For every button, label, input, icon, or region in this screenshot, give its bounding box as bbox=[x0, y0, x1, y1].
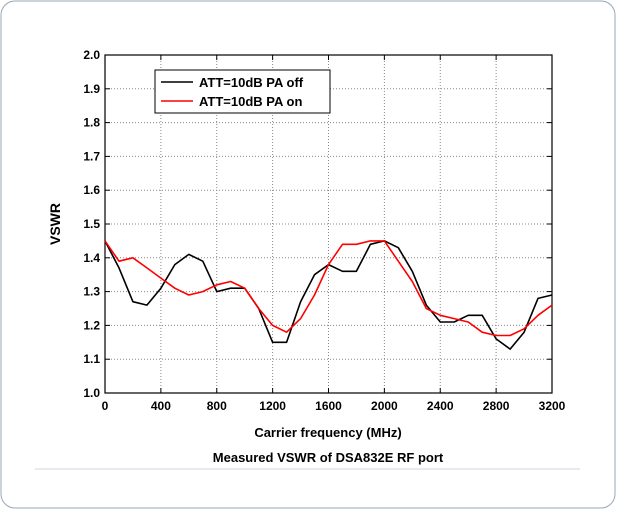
x-tick-label: 0 bbox=[102, 399, 109, 413]
x-tick-label: 2000 bbox=[371, 399, 398, 413]
legend-label: ATT=10dB PA off bbox=[199, 75, 304, 90]
y-tick-label: 1.7 bbox=[83, 149, 100, 163]
y-tick-label: 1.4 bbox=[83, 251, 100, 265]
y-tick-label: 1.6 bbox=[83, 183, 100, 197]
x-tick-label: 3200 bbox=[539, 399, 566, 413]
y-tick-label: 2.0 bbox=[83, 48, 100, 62]
y-tick-label: 1.2 bbox=[83, 318, 100, 332]
legend-label: ATT=10dB PA on bbox=[199, 94, 302, 109]
x-tick-label: 800 bbox=[207, 399, 227, 413]
x-tick-label: 1200 bbox=[259, 399, 286, 413]
x-tick-label: 2400 bbox=[427, 399, 454, 413]
y-tick-label: 1.9 bbox=[83, 82, 100, 96]
chart-title: Measured VSWR of DSA832E RF port bbox=[213, 450, 444, 465]
x-axis-label: Carrier frequency (MHz) bbox=[254, 425, 401, 440]
y-tick-label: 1.1 bbox=[83, 352, 100, 366]
plot-area bbox=[104, 54, 553, 394]
y-tick-label: 1.3 bbox=[83, 285, 100, 299]
x-tick-label: 2800 bbox=[483, 399, 510, 413]
y-tick-label: 1.0 bbox=[83, 386, 100, 400]
x-tick-label: 400 bbox=[151, 399, 171, 413]
x-tick-label: 1600 bbox=[315, 399, 342, 413]
y-tick-label: 1.5 bbox=[83, 217, 100, 231]
y-tick-label: 1.8 bbox=[83, 116, 100, 130]
series-line bbox=[104, 240, 553, 337]
legend-box bbox=[154, 69, 331, 114]
y-axis-label: VSWR bbox=[47, 203, 63, 245]
